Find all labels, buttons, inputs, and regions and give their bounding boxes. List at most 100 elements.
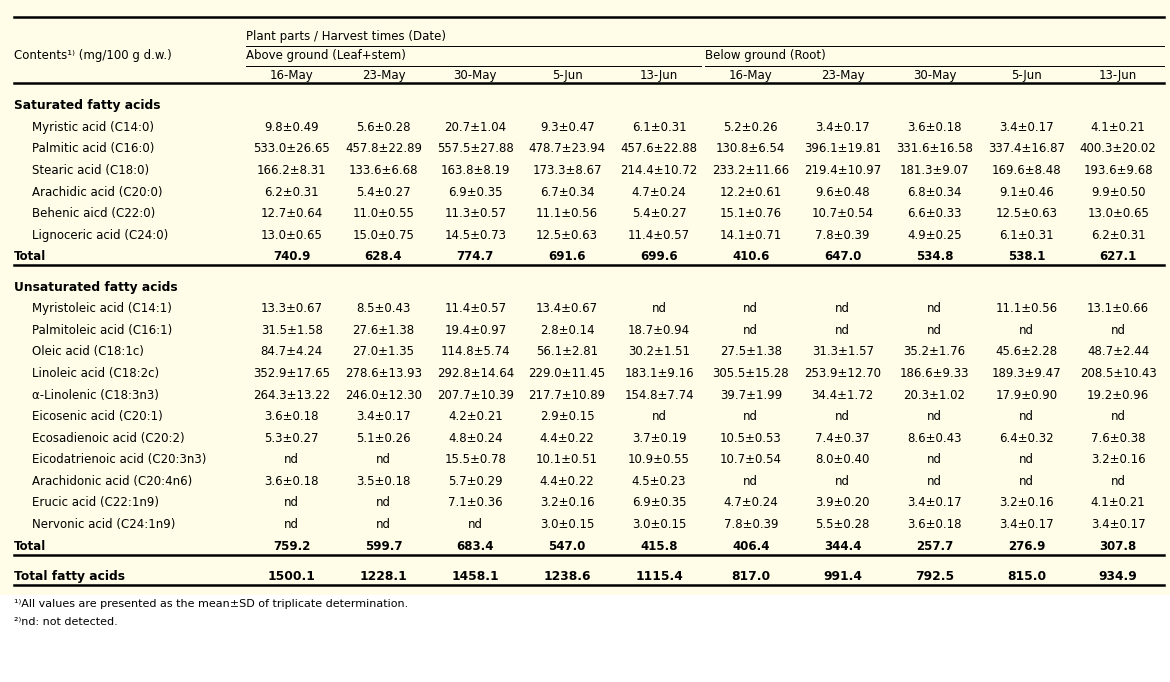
Text: nd: nd xyxy=(835,475,851,488)
Text: nd: nd xyxy=(927,324,942,337)
Text: 6.1±0.31: 6.1±0.31 xyxy=(632,121,687,134)
Text: Ecosadienoic acid (C20:2): Ecosadienoic acid (C20:2) xyxy=(32,432,184,445)
Text: Myristoleic acid (C14:1): Myristoleic acid (C14:1) xyxy=(32,302,172,315)
Text: 276.9: 276.9 xyxy=(1007,539,1045,552)
Text: 264.3±13.22: 264.3±13.22 xyxy=(253,389,330,402)
Text: nd: nd xyxy=(1019,475,1034,488)
Text: 410.6: 410.6 xyxy=(732,250,770,263)
Text: 344.4: 344.4 xyxy=(824,539,861,552)
Text: 229.0±11.45: 229.0±11.45 xyxy=(529,367,606,380)
Text: 39.7±1.99: 39.7±1.99 xyxy=(720,389,782,402)
Text: 533.0±26.65: 533.0±26.65 xyxy=(253,143,330,155)
Text: 11.4±0.57: 11.4±0.57 xyxy=(445,302,507,315)
Text: 6.9±0.35: 6.9±0.35 xyxy=(448,186,503,198)
Text: nd: nd xyxy=(284,496,300,509)
Text: 1238.6: 1238.6 xyxy=(543,570,591,583)
Text: 16-May: 16-May xyxy=(729,69,772,82)
Text: nd: nd xyxy=(284,454,300,466)
Text: 35.2±1.76: 35.2±1.76 xyxy=(903,345,965,358)
Text: Eicosenic acid (C20:1): Eicosenic acid (C20:1) xyxy=(32,410,163,423)
Text: 15.0±0.75: 15.0±0.75 xyxy=(352,228,414,241)
Text: 396.1±19.81: 396.1±19.81 xyxy=(804,143,881,155)
Text: 233.2±11.66: 233.2±11.66 xyxy=(713,164,790,177)
Text: 9.1±0.46: 9.1±0.46 xyxy=(999,186,1054,198)
Text: 11.1±0.56: 11.1±0.56 xyxy=(536,207,598,220)
Text: 3.4±0.17: 3.4±0.17 xyxy=(1090,518,1145,531)
Text: 207.7±10.39: 207.7±10.39 xyxy=(436,389,514,402)
Text: 84.7±4.24: 84.7±4.24 xyxy=(261,345,323,358)
Text: 30-May: 30-May xyxy=(454,69,497,82)
Text: 4.1±0.21: 4.1±0.21 xyxy=(1090,121,1145,134)
Text: 11.1±0.56: 11.1±0.56 xyxy=(996,302,1058,315)
Text: 10.7±0.54: 10.7±0.54 xyxy=(720,454,782,466)
Text: Plant parts / Harvest times (Date): Plant parts / Harvest times (Date) xyxy=(246,30,446,43)
Text: 5.2±0.26: 5.2±0.26 xyxy=(723,121,778,134)
Text: 5.5±0.28: 5.5±0.28 xyxy=(815,518,869,531)
Text: 6.8±0.34: 6.8±0.34 xyxy=(907,186,962,198)
Text: 3.6±0.18: 3.6±0.18 xyxy=(907,121,962,134)
Text: 457.6±22.88: 457.6±22.88 xyxy=(620,143,697,155)
Bar xyxy=(0,595,1170,682)
Text: 628.4: 628.4 xyxy=(365,250,402,263)
Text: 18.7±0.94: 18.7±0.94 xyxy=(628,324,690,337)
Text: 9.8±0.49: 9.8±0.49 xyxy=(264,121,319,134)
Text: Linoleic acid (C18:2c): Linoleic acid (C18:2c) xyxy=(32,367,159,380)
Text: 34.4±1.72: 34.4±1.72 xyxy=(812,389,874,402)
Text: 1228.1: 1228.1 xyxy=(359,570,407,583)
Text: 1115.4: 1115.4 xyxy=(635,570,683,583)
Text: 14.5±0.73: 14.5±0.73 xyxy=(445,228,507,241)
Text: 45.6±2.28: 45.6±2.28 xyxy=(996,345,1058,358)
Text: 219.4±10.97: 219.4±10.97 xyxy=(804,164,881,177)
Text: 12.5±0.63: 12.5±0.63 xyxy=(536,228,598,241)
Text: 9.9±0.50: 9.9±0.50 xyxy=(1090,186,1145,198)
Text: 11.3±0.57: 11.3±0.57 xyxy=(445,207,507,220)
Text: 4.4±0.22: 4.4±0.22 xyxy=(539,475,594,488)
Text: 3.4±0.17: 3.4±0.17 xyxy=(356,410,411,423)
Text: 3.4±0.17: 3.4±0.17 xyxy=(999,121,1054,134)
Text: 11.4±0.57: 11.4±0.57 xyxy=(628,228,690,241)
Text: 130.8±6.54: 130.8±6.54 xyxy=(716,143,785,155)
Text: 56.1±2.81: 56.1±2.81 xyxy=(536,345,598,358)
Text: nd: nd xyxy=(1019,324,1034,337)
Text: ²⁾nd: not detected.: ²⁾nd: not detected. xyxy=(14,617,118,627)
Text: 13-Jun: 13-Jun xyxy=(1099,69,1137,82)
Text: 189.3±9.47: 189.3±9.47 xyxy=(991,367,1061,380)
Text: 181.3±9.07: 181.3±9.07 xyxy=(900,164,969,177)
Text: 557.5±27.88: 557.5±27.88 xyxy=(436,143,514,155)
Text: 1458.1: 1458.1 xyxy=(452,570,500,583)
Text: 163.8±8.19: 163.8±8.19 xyxy=(441,164,510,177)
Text: Saturated fatty acids: Saturated fatty acids xyxy=(14,99,160,112)
Text: nd: nd xyxy=(1110,410,1126,423)
Text: 6.2±0.31: 6.2±0.31 xyxy=(264,186,319,198)
Text: 4.1±0.21: 4.1±0.21 xyxy=(1090,496,1145,509)
Text: 166.2±8.31: 166.2±8.31 xyxy=(256,164,326,177)
Text: 3.7±0.19: 3.7±0.19 xyxy=(632,432,687,445)
Text: 7.6±0.38: 7.6±0.38 xyxy=(1090,432,1145,445)
Text: 4.7±0.24: 4.7±0.24 xyxy=(632,186,687,198)
Text: 3.0±0.15: 3.0±0.15 xyxy=(632,518,686,531)
Text: 169.6±8.48: 169.6±8.48 xyxy=(991,164,1061,177)
Text: 20.7±1.04: 20.7±1.04 xyxy=(445,121,507,134)
Text: 6.2±0.31: 6.2±0.31 xyxy=(1090,228,1145,241)
Text: 6.4±0.32: 6.4±0.32 xyxy=(999,432,1054,445)
Text: 12.5±0.63: 12.5±0.63 xyxy=(996,207,1058,220)
Text: Above ground (Leaf+stem): Above ground (Leaf+stem) xyxy=(246,50,406,63)
Text: 13.0±0.65: 13.0±0.65 xyxy=(1087,207,1149,220)
Text: 4.8±0.24: 4.8±0.24 xyxy=(448,432,503,445)
Text: 8.5±0.43: 8.5±0.43 xyxy=(357,302,411,315)
Text: 817.0: 817.0 xyxy=(731,570,770,583)
Text: nd: nd xyxy=(835,324,851,337)
Text: 13.1±0.66: 13.1±0.66 xyxy=(1087,302,1149,315)
Text: nd: nd xyxy=(1019,410,1034,423)
Text: 934.9: 934.9 xyxy=(1099,570,1137,583)
Text: 3.4±0.17: 3.4±0.17 xyxy=(815,121,870,134)
Text: 5-Jun: 5-Jun xyxy=(552,69,583,82)
Text: 415.8: 415.8 xyxy=(640,539,677,552)
Text: 257.7: 257.7 xyxy=(916,539,954,552)
Text: nd: nd xyxy=(835,410,851,423)
Text: 154.8±7.74: 154.8±7.74 xyxy=(624,389,694,402)
Text: 23-May: 23-May xyxy=(821,69,865,82)
Text: nd: nd xyxy=(376,454,391,466)
Text: 30-May: 30-May xyxy=(913,69,956,82)
Text: 7.8±0.39: 7.8±0.39 xyxy=(815,228,870,241)
